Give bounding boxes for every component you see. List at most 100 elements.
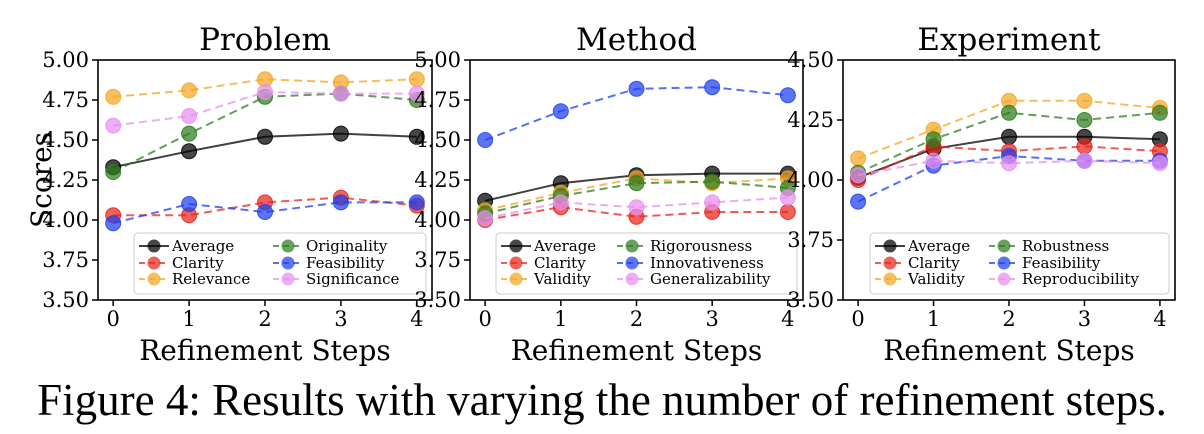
data-point — [1077, 153, 1092, 168]
data-point — [851, 194, 866, 209]
x-tick-label: 0 — [478, 307, 491, 331]
data-point — [1152, 156, 1167, 171]
panel-title: Experiment — [917, 22, 1101, 58]
legend-marker — [148, 240, 161, 253]
data-point — [1077, 93, 1092, 108]
data-point — [1152, 105, 1167, 120]
x-tick-label: 1 — [927, 307, 940, 331]
legend-item: Average — [501, 237, 596, 255]
legend-marker — [510, 240, 523, 253]
x-tick-label: 3 — [334, 307, 347, 331]
legend: AverageClarityValidityRobustnessFeasibil… — [870, 233, 1169, 294]
x-tick-label: 3 — [1078, 307, 1091, 331]
data-point — [851, 151, 866, 166]
legend-marker — [282, 273, 295, 286]
data-point — [333, 195, 348, 210]
data-point — [705, 195, 720, 210]
y-tick-label: 4.50 — [787, 48, 834, 72]
y-tick-label: 3.50 — [787, 288, 834, 312]
data-point — [780, 88, 795, 103]
legend-label: Rigorousness — [650, 237, 752, 255]
legend-label: Originality — [306, 237, 388, 255]
data-point — [553, 104, 568, 119]
data-point — [1077, 139, 1092, 154]
legend-marker — [510, 273, 523, 286]
y-axis-label: Scores — [25, 132, 58, 228]
data-point — [182, 126, 197, 141]
data-point — [1002, 156, 1017, 171]
figure-panels: Problem 3.50 3.75 4.00 4.25 4.50 4.75 5.00 0 1 2 3 4… — [0, 0, 1204, 374]
data-point — [629, 176, 644, 191]
legend: AverageClarityRelevanceOriginalityFeasib… — [134, 233, 426, 294]
data-point — [478, 133, 493, 148]
legend-marker — [884, 240, 897, 253]
data-point — [106, 118, 121, 133]
legend-label: Generalizability — [650, 270, 771, 288]
x-axis: 0 1 2 3 4 — [478, 300, 794, 331]
legend-marker — [626, 257, 639, 270]
data-point — [1002, 129, 1017, 144]
legend-marker — [626, 273, 639, 286]
legend-marker — [282, 257, 295, 270]
series-reproducibility — [851, 153, 1168, 182]
data-point — [629, 200, 644, 215]
data-point — [182, 197, 197, 212]
x-tick-label: 3 — [705, 307, 718, 331]
data-point — [333, 86, 348, 101]
data-point — [258, 129, 273, 144]
data-point — [1077, 113, 1092, 128]
data-point — [182, 83, 197, 98]
legend: AverageClarityValidityRigorousnessInnova… — [496, 233, 797, 294]
legend-item: Average — [139, 237, 234, 255]
y-tick-label: 4.00 — [787, 168, 834, 192]
y-tick-label: 5.00 — [42, 48, 89, 72]
series-innovativeness — [478, 80, 796, 148]
y-tick-label: 3.75 — [787, 228, 834, 252]
data-point — [258, 205, 273, 220]
data-point — [926, 153, 941, 168]
chart-panel-problem: Problem 3.50 3.75 4.00 4.25 4.50 4.75 5.00 0 1 2 3 4… — [25, 22, 432, 367]
data-point — [258, 85, 273, 100]
y-tick-label: 4.75 — [42, 88, 89, 112]
data-point — [926, 132, 941, 147]
x-tick-label: 1 — [554, 307, 567, 331]
data-point — [705, 174, 720, 189]
legend-label: Significance — [306, 270, 400, 288]
data-point — [629, 81, 644, 96]
panel-title: Problem — [199, 22, 331, 58]
legend-marker — [282, 240, 295, 253]
series-significance — [106, 85, 425, 134]
x-axis-label: Refinement Steps — [139, 334, 391, 367]
data-point — [705, 80, 720, 95]
data-point — [106, 216, 121, 231]
legend-label: Average — [533, 237, 596, 255]
legend-label: Relevance — [172, 270, 250, 288]
data-point — [780, 205, 795, 220]
data-point — [553, 195, 568, 210]
y-tick-label: 4.25 — [414, 168, 461, 192]
data-point — [1002, 105, 1017, 120]
x-tick-label: 0 — [851, 307, 864, 331]
data-point — [106, 165, 121, 180]
legend-label: Reproducibility — [1022, 270, 1139, 288]
legend-marker — [884, 273, 897, 286]
legend-marker — [998, 273, 1011, 286]
legend-label: Validity — [533, 270, 591, 288]
y-tick-label: 5.00 — [414, 48, 461, 72]
legend-marker — [998, 257, 1011, 270]
data-point — [333, 126, 348, 141]
data-point — [106, 89, 121, 104]
x-tick-label: 4 — [1153, 307, 1166, 331]
legend-marker — [626, 240, 639, 253]
x-tick-label: 2 — [630, 307, 643, 331]
panel-title: Method — [576, 22, 697, 58]
chart-panel-experiment: Experiment 3.50 3.75 4.00 4.25 4.50 0 1 2 3 4 Refin… — [787, 22, 1175, 367]
y-tick-label: 3.75 — [42, 248, 89, 272]
legend-marker — [998, 240, 1011, 253]
data-point — [409, 72, 424, 87]
legend-marker — [884, 257, 897, 270]
x-axis: 0 1 2 3 4 — [851, 300, 1166, 331]
x-axis: 0 1 2 3 4 — [106, 300, 423, 331]
legend-item: Validity — [501, 270, 591, 288]
